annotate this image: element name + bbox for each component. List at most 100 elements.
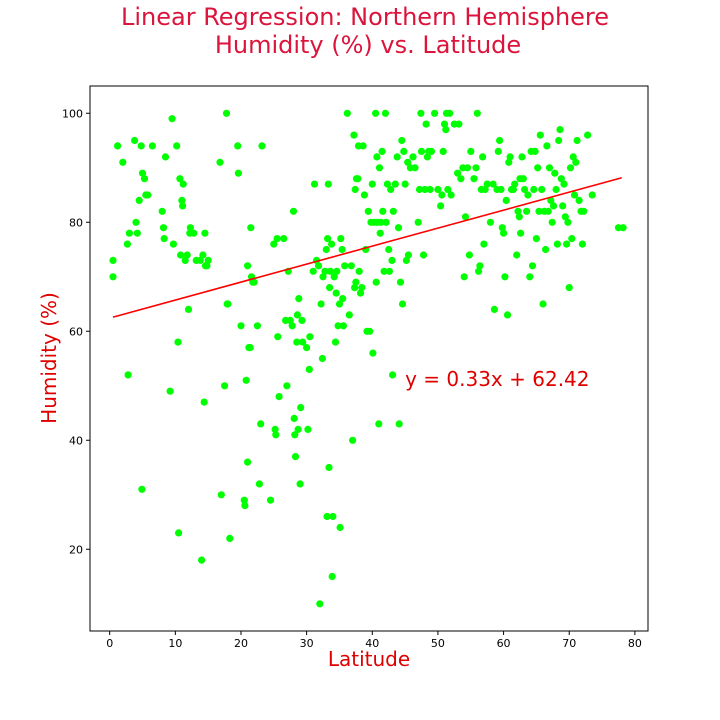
data-point-138 xyxy=(351,284,359,292)
data-point-117 xyxy=(326,267,334,275)
data-point-278 xyxy=(548,218,556,226)
data-point-126 xyxy=(335,300,344,308)
data-point-6 xyxy=(125,229,133,237)
data-point-222 xyxy=(465,251,473,259)
data-point-197 xyxy=(421,185,429,194)
data-point-65 xyxy=(247,224,255,232)
data-point-275 xyxy=(544,207,552,215)
data-point-87 xyxy=(290,414,298,422)
data-point-196 xyxy=(419,251,428,259)
data-point-55 xyxy=(234,142,242,150)
data-point-32 xyxy=(179,180,187,188)
data-point-180 xyxy=(395,420,403,428)
data-point-179 xyxy=(394,224,403,232)
data-point-235 xyxy=(489,180,497,188)
data-point-100 xyxy=(305,365,313,373)
data-point-95 xyxy=(297,404,305,412)
data-point-101 xyxy=(306,333,314,341)
data-point-284 xyxy=(556,126,564,134)
data-point-242 xyxy=(500,229,508,237)
data-point-256 xyxy=(518,153,526,161)
data-point-187 xyxy=(404,158,412,166)
data-point-266 xyxy=(532,235,541,243)
data-point-223 xyxy=(467,147,475,155)
data-point-130 xyxy=(339,295,347,303)
data-point-136 xyxy=(349,436,357,444)
plot-frame xyxy=(89,85,649,632)
data-point-8 xyxy=(132,218,140,226)
data-point-198 xyxy=(422,120,430,128)
data-point-48 xyxy=(216,158,224,166)
data-point-133 xyxy=(343,109,351,117)
data-point-103 xyxy=(310,180,319,188)
data-point-70 xyxy=(255,480,263,488)
data-point-139 xyxy=(351,185,359,194)
data-point-192 xyxy=(414,218,422,226)
data-point-3 xyxy=(119,158,127,166)
data-point-199 xyxy=(423,153,431,161)
data-point-291 xyxy=(565,284,573,292)
data-point-85 xyxy=(288,322,296,330)
data-point-245 xyxy=(503,311,512,319)
data-points xyxy=(109,109,627,608)
data-point-44 xyxy=(201,229,209,237)
data-point-190 xyxy=(409,153,417,161)
data-point-172 xyxy=(385,267,393,275)
data-point-96 xyxy=(298,316,306,324)
data-point-167 xyxy=(380,267,388,275)
x-axis-label: Latitude xyxy=(328,647,410,671)
data-point-10 xyxy=(135,196,143,204)
data-point-188 xyxy=(404,251,412,259)
y-tick-label-20: 20 xyxy=(69,543,83,556)
data-point-64 xyxy=(246,344,254,352)
data-point-246 xyxy=(505,158,513,166)
x-tick-label-60: 60 xyxy=(497,637,511,650)
data-point-288 xyxy=(561,213,569,221)
x-tick-label-20: 20 xyxy=(234,637,248,650)
data-point-38 xyxy=(190,229,198,237)
data-point-43 xyxy=(200,398,208,406)
data-point-135 xyxy=(347,262,355,270)
data-point-118 xyxy=(328,240,336,248)
x-tick-label-40: 40 xyxy=(365,637,379,650)
data-point-282 xyxy=(553,240,562,248)
x-tick-label-30: 30 xyxy=(300,637,314,650)
data-point-19 xyxy=(159,224,168,232)
data-point-115 xyxy=(325,463,333,472)
data-point-89 xyxy=(291,453,300,461)
data-point-157 xyxy=(372,109,380,117)
data-point-144 xyxy=(355,267,363,275)
x-tick-label-0: 0 xyxy=(106,637,113,650)
data-point-147 xyxy=(359,142,367,150)
data-point-177 xyxy=(391,180,399,188)
y-tick-label-80: 80 xyxy=(69,216,83,229)
data-point-195 xyxy=(417,147,426,155)
data-point-194 xyxy=(417,109,425,117)
data-point-21 xyxy=(161,153,170,161)
data-point-84 xyxy=(286,316,294,324)
data-point-60 xyxy=(242,376,250,384)
data-point-268 xyxy=(535,207,543,215)
data-point-176 xyxy=(389,207,397,215)
data-point-234 xyxy=(486,218,494,226)
data-point-182 xyxy=(398,136,406,145)
data-point-23 xyxy=(168,115,176,123)
data-point-274 xyxy=(543,142,551,150)
data-point-221 xyxy=(463,164,472,172)
data-point-37 xyxy=(186,224,194,232)
data-point-128 xyxy=(337,235,345,243)
data-point-9 xyxy=(133,229,141,237)
data-point-166 xyxy=(379,207,387,215)
data-point-82 xyxy=(283,382,291,390)
data-point-29 xyxy=(177,251,185,259)
data-point-286 xyxy=(559,202,567,210)
data-point-41 xyxy=(198,556,206,564)
data-point-49 xyxy=(217,491,225,499)
data-point-162 xyxy=(375,164,384,172)
data-point-91 xyxy=(293,311,301,319)
data-point-59 xyxy=(241,502,249,510)
data-point-259 xyxy=(523,207,531,215)
data-point-54 xyxy=(226,534,234,543)
y-tick-label-100: 100 xyxy=(62,107,83,120)
